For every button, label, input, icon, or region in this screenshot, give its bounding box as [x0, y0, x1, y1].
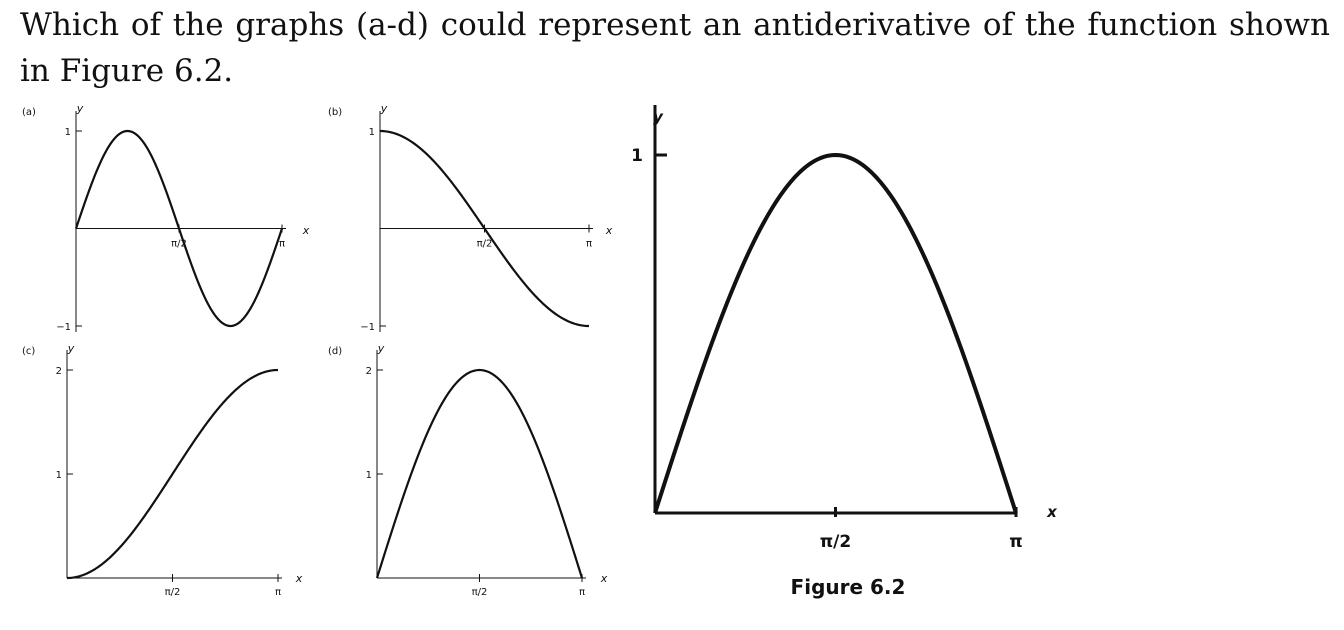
x-tick-label: π — [279, 239, 285, 250]
y-tick-label: 1 — [369, 127, 375, 138]
x-axis-name: x — [600, 572, 608, 585]
series-curve — [379, 129, 590, 328]
panel-label: (a) — [22, 107, 36, 118]
y-tick-label: 2 — [366, 366, 372, 377]
y-axis-name: y — [380, 102, 388, 115]
series-curve — [653, 153, 1018, 514]
panel-label: (b) — [328, 107, 342, 118]
x-tick-label: π/2 — [472, 587, 488, 598]
x-tick-label: π/2 — [171, 239, 187, 250]
x-tick-label: π — [1009, 532, 1022, 552]
y-tick-label: 1 — [366, 470, 372, 481]
panel-label: (c) — [22, 346, 35, 357]
y-axis-name: y — [67, 342, 75, 355]
x-tick-label: π — [275, 587, 281, 598]
x-axis-name: x — [295, 572, 303, 585]
graph-d: (d) y x 2 1 π/2 π — [328, 342, 608, 598]
y-axis-name: y — [76, 102, 84, 115]
y-tick-label: 1 — [65, 127, 71, 138]
y-axis-name: y — [653, 108, 664, 126]
graph-a: (a) y x 1 −1 π/2 π — [22, 102, 310, 333]
x-axis-name: x — [1046, 503, 1058, 521]
series-curve — [66, 368, 279, 580]
panel-label: (d) — [328, 346, 342, 357]
figure-caption: Figure 6.2 — [791, 575, 906, 599]
x-tick-label: π/2 — [165, 587, 181, 598]
x-tick-label: π — [579, 587, 585, 598]
y-tick-label: −1 — [360, 322, 375, 333]
graph-b: (b) y x 1 −1 π/2 π — [328, 102, 613, 333]
x-tick-label: π/2 — [820, 532, 852, 552]
graph-c: (c) y x 2 1 π/2 π — [22, 342, 303, 598]
question-text: Which of the graphs (a-d) could represen… — [20, 7, 1330, 89]
series-curve — [375, 368, 584, 579]
x-tick-label: π — [586, 239, 592, 250]
y-axis-name: y — [377, 342, 385, 355]
y-tick-label: −1 — [56, 322, 71, 333]
series-curve — [74, 129, 284, 328]
graph-panels: (a) y x 1 −1 π/2 π (b) y x 1 −1 π/2 π (c) y x 2 1 π/2 π (d) y x… — [22, 102, 1058, 598]
graph-figure: y x 1 π/2 π — [631, 105, 1058, 552]
y-tick-label: 2 — [56, 366, 62, 377]
x-axis-name: x — [605, 224, 613, 237]
x-axis-name: x — [302, 224, 310, 237]
x-tick-label: π/2 — [477, 239, 493, 250]
y-tick-label: 1 — [56, 470, 62, 481]
y-tick-label: 1 — [631, 146, 643, 166]
